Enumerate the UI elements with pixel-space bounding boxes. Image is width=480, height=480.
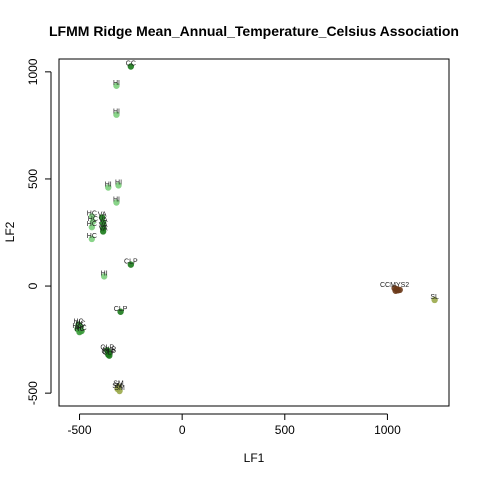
point-label: HC (73, 319, 83, 326)
point-label: VA (99, 222, 108, 229)
data-point (88, 223, 96, 231)
data-point (116, 387, 123, 395)
y-tick-label: 500 (26, 169, 40, 189)
point-label: CLP (114, 306, 128, 313)
data-point (98, 214, 106, 221)
data-point (127, 261, 135, 268)
point-label: SM (114, 385, 125, 392)
x-tick-label: 1000 (374, 423, 401, 437)
point-label: HC (77, 325, 87, 332)
data-point (115, 182, 122, 189)
point-label: SM (113, 381, 124, 388)
data-point (106, 352, 113, 359)
x-axis: -500 0 500 1000 (68, 413, 401, 437)
data-point (88, 213, 96, 220)
point-label: HC (87, 221, 97, 228)
chart-title: LFMM Ridge Mean_Annual_Temperature_Celsi… (49, 23, 459, 39)
data-point (99, 219, 107, 227)
data-point (99, 228, 107, 235)
point-label: VA (99, 225, 108, 232)
point-label: CCMYS2 (380, 282, 409, 289)
data-point (113, 82, 120, 89)
x-tick-label: 0 (179, 423, 186, 437)
x-tick-label: -500 (68, 423, 92, 437)
data-point (105, 184, 112, 191)
point-label: CLP (102, 346, 116, 353)
point-label: VA (98, 212, 107, 219)
x-tick-label: 500 (275, 423, 295, 437)
y-axis-label: LF2 (3, 221, 17, 242)
point-label: HC (88, 216, 98, 223)
data-point (431, 296, 438, 304)
point-label: HI (115, 179, 122, 186)
point-label: HI (113, 80, 120, 87)
point-label: HC (75, 321, 85, 328)
data-point (100, 273, 108, 280)
y-tick-label: 0 (26, 282, 40, 289)
plot-frame (58, 58, 450, 407)
y-tick-label: 1000 (26, 58, 40, 85)
point-label: CLP (100, 344, 114, 351)
point-label: CLP (101, 349, 115, 356)
point-label: HC (74, 326, 84, 333)
point-label: HI (105, 182, 112, 189)
point-label: VA (99, 217, 108, 224)
data-point (396, 286, 403, 294)
point-label: HI (113, 109, 120, 116)
data-point (88, 235, 96, 243)
y-axis: -500 0 500 1000 (26, 58, 52, 405)
point-label: HC (87, 210, 97, 217)
point-label: SM (112, 383, 123, 390)
point-label: HI (101, 270, 108, 277)
data-point (76, 328, 83, 336)
data-point (113, 111, 120, 118)
data-point (113, 199, 120, 206)
x-axis-label: LF1 (244, 451, 265, 465)
point-label: CLP (124, 259, 138, 266)
y-tick-label: -500 (26, 381, 40, 405)
data-point (127, 63, 135, 70)
data-point (117, 308, 124, 315)
point-label: HC (87, 233, 97, 240)
point-label: HC (72, 323, 82, 330)
point-label: CC (126, 60, 136, 67)
point-label: CLP (102, 350, 116, 357)
point-label: SL (430, 294, 439, 301)
data-point (89, 218, 97, 225)
point-label: HI (113, 197, 120, 204)
